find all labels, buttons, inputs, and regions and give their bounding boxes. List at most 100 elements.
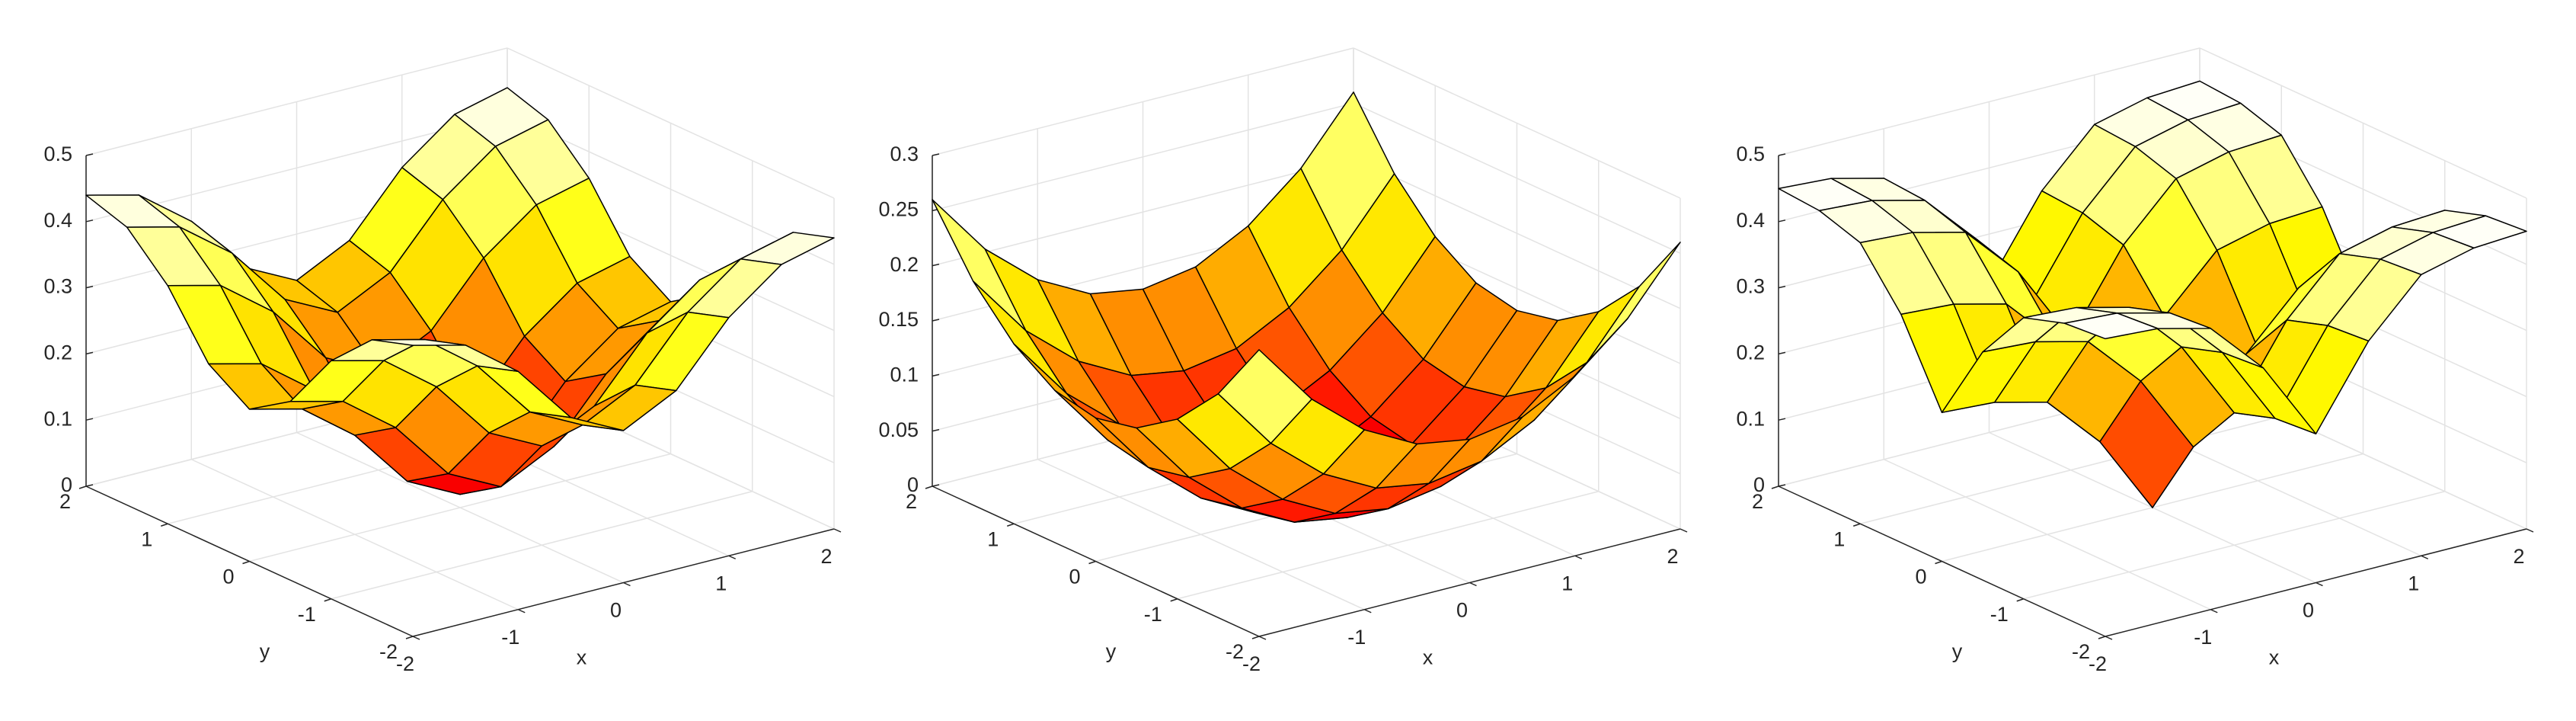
tick-mark <box>1088 560 1096 565</box>
grid-line <box>1353 47 1681 199</box>
tick-mark <box>932 153 940 156</box>
z-tick-label: 0.15 <box>878 308 919 331</box>
tick-mark <box>2098 636 2106 639</box>
tick-mark <box>85 484 94 487</box>
grid-line <box>932 157 1354 267</box>
tick-mark <box>1771 485 1779 489</box>
tick-mark <box>1007 523 1015 527</box>
x-tick-label: 1 <box>2408 572 2419 594</box>
y-axis-label: y <box>1952 640 1963 663</box>
z-tick-label: 0.3 <box>890 143 919 165</box>
x-tick-label: 0 <box>1456 599 1468 622</box>
x-tick-label: 0 <box>610 599 622 622</box>
y-axis-label: y <box>260 640 270 663</box>
grid-line <box>1778 47 2200 156</box>
tick-mark <box>833 528 842 533</box>
x-axis-label: x <box>577 646 587 669</box>
surface-patch <box>371 338 466 346</box>
z-tick-label: 0.3 <box>1736 275 1765 298</box>
tick-mark <box>85 220 94 223</box>
tick-mark <box>78 485 87 489</box>
tick-mark <box>517 609 526 614</box>
x-tick-label: 2 <box>2513 545 2524 568</box>
surface-patch <box>1217 349 1312 444</box>
tick-mark <box>1258 636 1267 640</box>
tick-mark <box>85 285 94 289</box>
tick-mark <box>728 555 737 559</box>
grid-line <box>1353 102 1681 255</box>
x-tick-label: -2 <box>396 652 414 675</box>
z-tick-label: 0.2 <box>890 253 919 276</box>
z-tick-label: 0.5 <box>1736 143 1765 165</box>
tick-mark <box>1680 528 1688 533</box>
tick-mark <box>623 582 631 587</box>
y-tick-label: -1 <box>298 603 316 626</box>
z-tick-label: 0.25 <box>878 197 919 220</box>
y-tick-label: -2 <box>2072 640 2090 663</box>
y-tick-label: 1 <box>987 527 999 550</box>
tick-mark <box>85 153 94 156</box>
grid-line <box>1860 415 2282 524</box>
y-tick-label: -2 <box>379 640 398 663</box>
y-tick-label: 1 <box>141 527 152 550</box>
grid-line <box>507 47 835 199</box>
tick-mark <box>2016 598 2024 602</box>
grid-line <box>249 453 671 562</box>
tick-mark <box>925 485 933 489</box>
z-tick-label: 0.05 <box>878 418 919 441</box>
x-axis-label: x <box>1423 646 1433 669</box>
x-tick-label: -1 <box>1347 626 1366 649</box>
z-tick-label: 0 <box>61 473 72 496</box>
z-tick-label: 0.4 <box>1736 209 1765 232</box>
tick-mark <box>2210 609 2218 614</box>
x-tick-label: 0 <box>2303 599 2314 622</box>
z-tick-label: 0.1 <box>43 407 72 430</box>
tick-mark <box>932 263 940 267</box>
grid-line <box>85 47 508 156</box>
y-tick-label: 2 <box>1752 490 1763 513</box>
tick-mark <box>1778 484 1786 487</box>
x-tick-label: 2 <box>1667 545 1678 568</box>
tick-mark <box>1778 220 1786 223</box>
z-tick-label: 0.3 <box>43 275 72 298</box>
z-tick-label: 0.2 <box>43 341 72 364</box>
tick-mark <box>85 351 94 355</box>
tick-mark <box>324 598 331 602</box>
x-tick-label: -1 <box>2194 626 2212 649</box>
tick-mark <box>932 373 940 377</box>
tick-mark <box>932 319 940 322</box>
x-tick-label: -2 <box>2089 652 2107 675</box>
y-tick-label: 0 <box>222 566 234 588</box>
tick-mark <box>932 428 940 432</box>
tick-mark <box>1574 555 1583 559</box>
y-tick-label: 1 <box>1833 527 1845 550</box>
tick-mark <box>161 523 168 527</box>
tick-mark <box>412 636 420 640</box>
tick-mark <box>1363 609 1372 614</box>
x-tick-label: 2 <box>820 545 832 568</box>
x-tick-label: -2 <box>1242 652 1261 675</box>
x-tick-label: -1 <box>501 626 519 649</box>
tick-mark <box>2526 528 2534 533</box>
z-tick-label: 0.5 <box>43 143 72 165</box>
tick-mark <box>1778 153 1786 156</box>
grid-line <box>2199 47 2527 199</box>
y-tick-label: -1 <box>1144 603 1162 626</box>
z-tick-label: 0.1 <box>890 363 919 386</box>
tick-mark <box>1935 560 1942 565</box>
tick-mark <box>242 560 250 565</box>
x-tick-label: 1 <box>1561 572 1573 594</box>
grid-line <box>932 102 1354 212</box>
grid-line <box>331 491 753 600</box>
y-tick-label: -2 <box>1226 640 1244 663</box>
tick-mark <box>2316 582 2323 587</box>
grid-line <box>1177 491 1599 600</box>
y-tick-label: 0 <box>1915 566 1926 588</box>
grid-line <box>932 47 1354 156</box>
surface-patch <box>2063 312 2159 340</box>
y-tick-label: 0 <box>1069 566 1080 588</box>
